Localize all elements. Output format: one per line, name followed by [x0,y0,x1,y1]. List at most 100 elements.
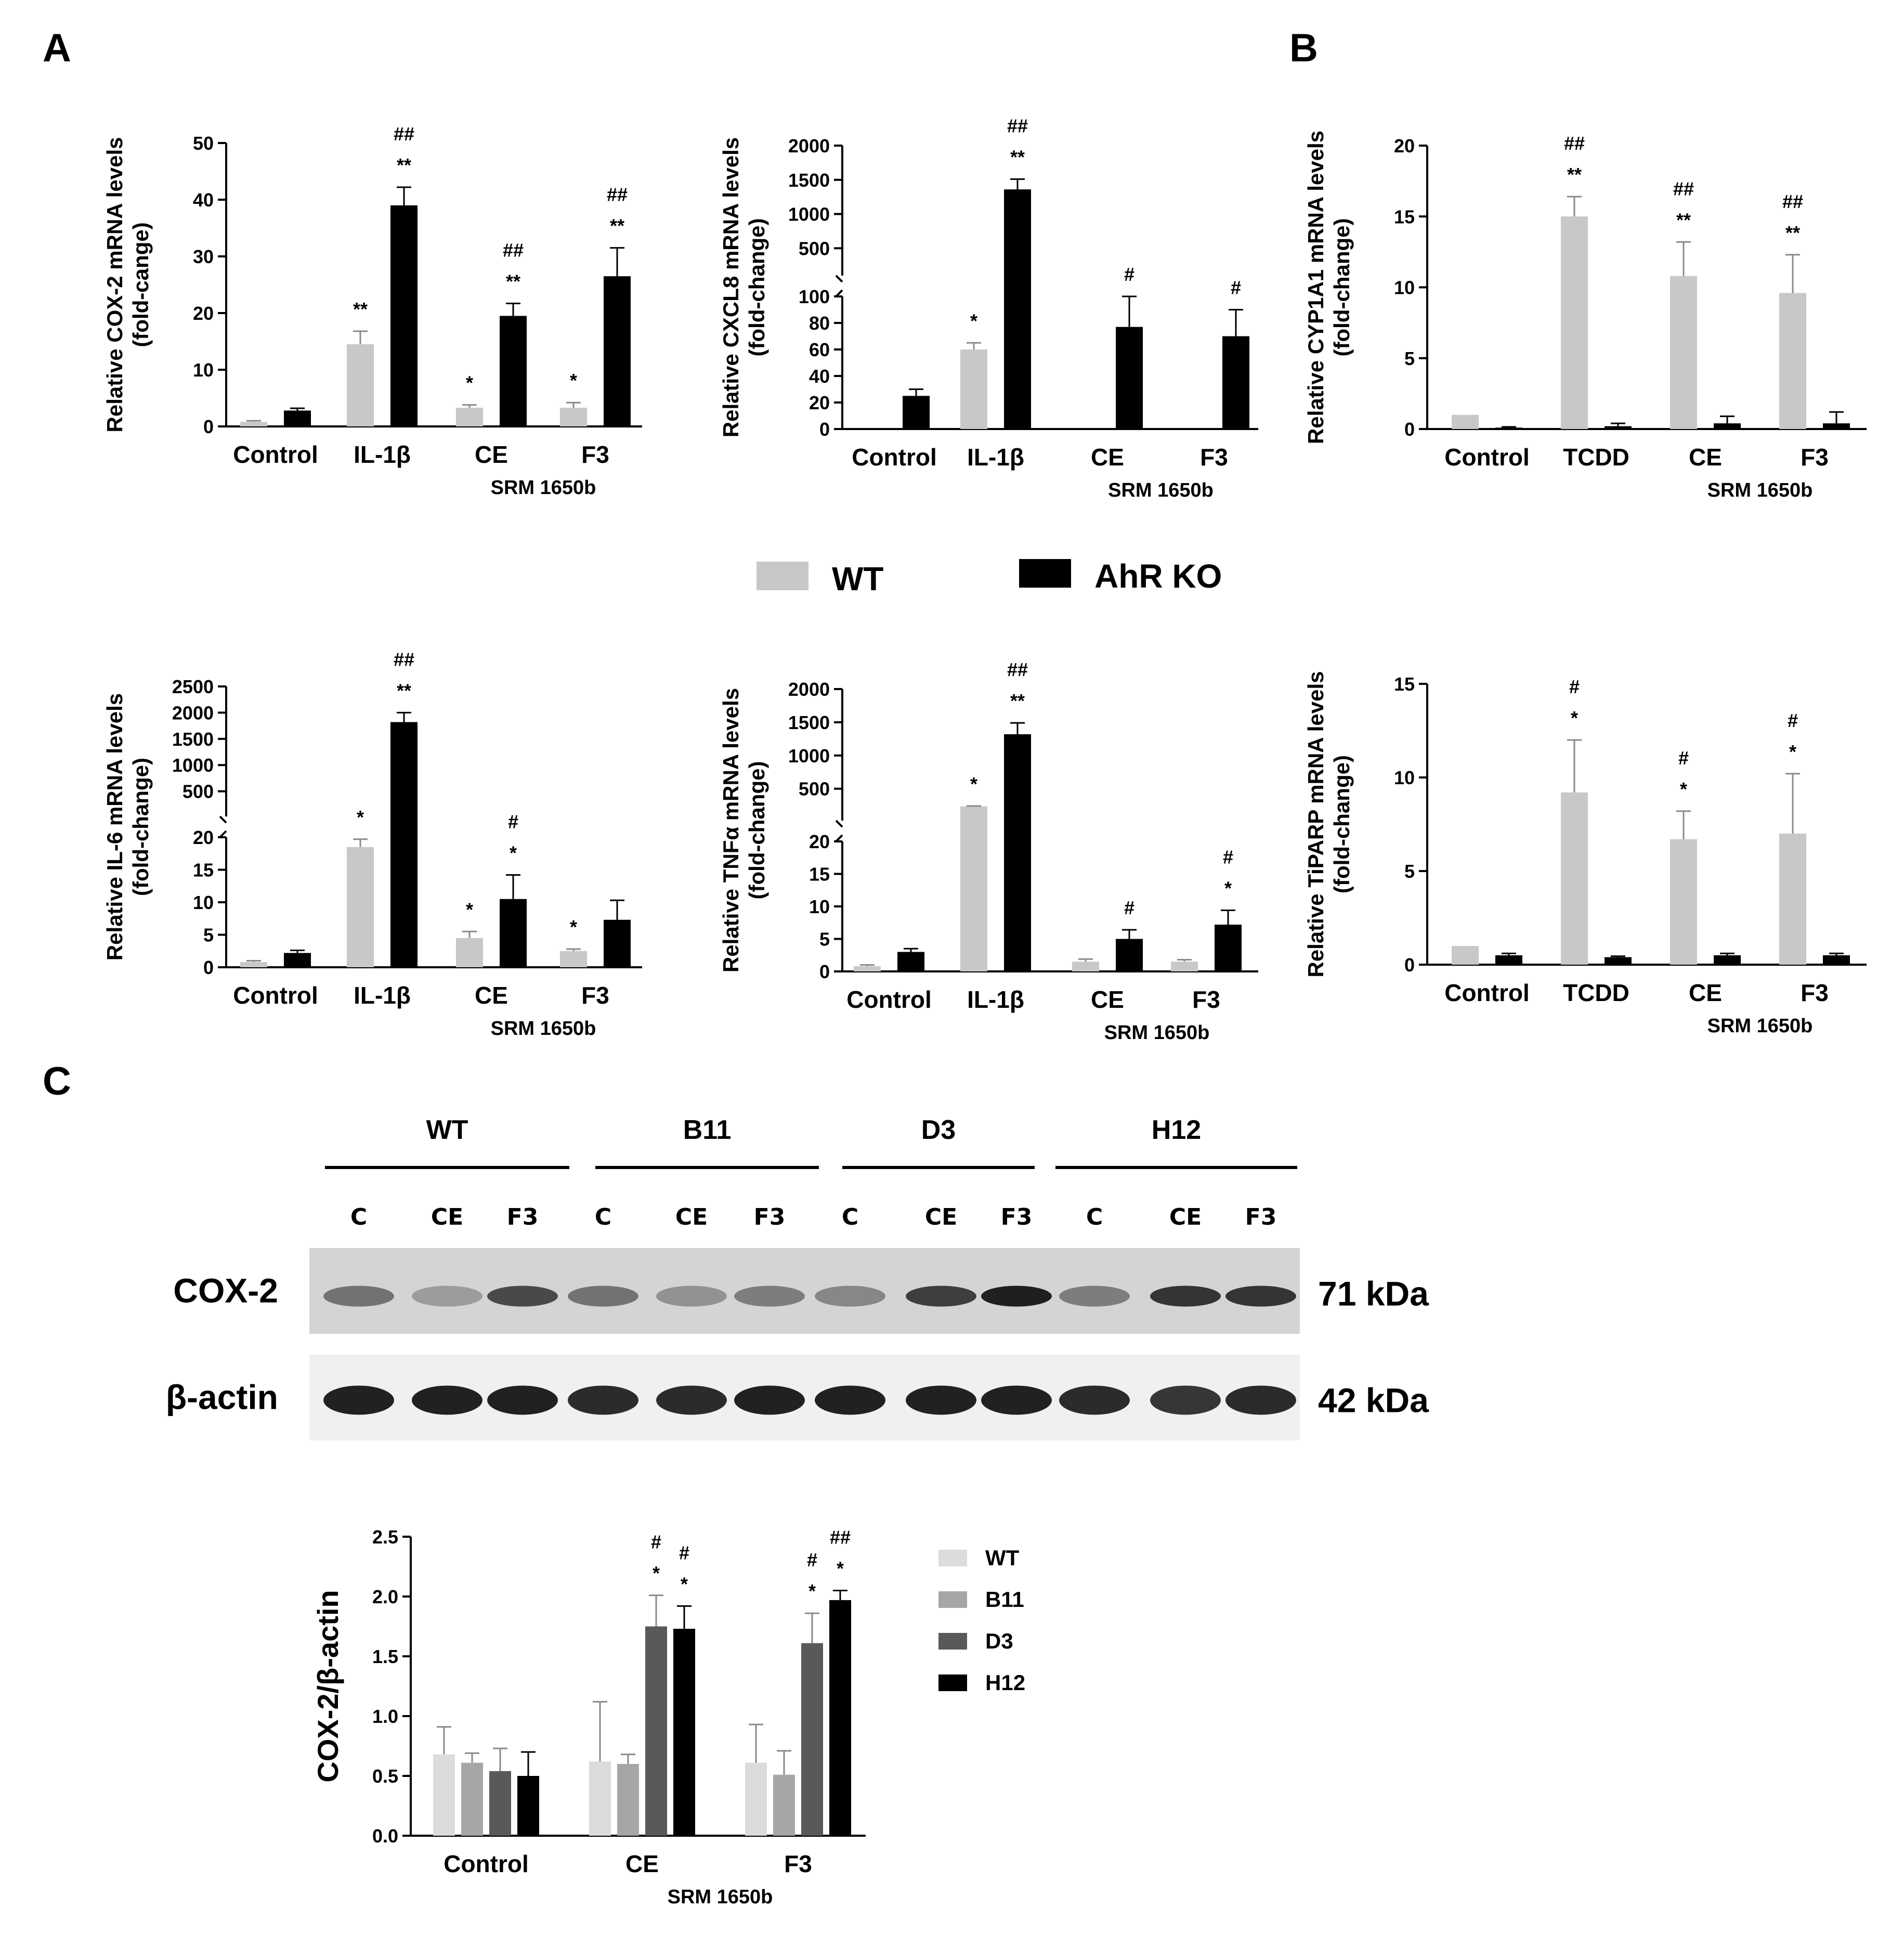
blot-lane-label: F3 [754,1204,786,1230]
significance-marker: ** [610,215,624,237]
y-tick-label: 10 [193,892,214,913]
significance-marker: ## [503,239,524,261]
blot-lane-label: F3 [1001,1204,1033,1230]
y-tick-label: 0 [819,419,830,440]
significance-marker: * [681,1573,688,1594]
y-axis-label: Relative IL-6 mRNA levels(fold-change) [102,693,153,960]
y-axis-label-line: (fold-change) [1329,755,1354,893]
significance-marker: ## [1007,659,1028,680]
significance-marker: ** [353,298,368,320]
y-tick-label: 100 [799,286,830,307]
y-axis-label-line: Relative TiPARP mRNA levels [1303,671,1328,977]
bar-ahr-ko [1495,955,1522,965]
legend-label-ko: AhR KO [1094,557,1222,595]
bar-wt [1171,962,1198,971]
chart-tnfa: 0 5 10 15 20 500 1000 1500 2000 Relative TNFα mRN… [719,659,1258,1044]
bar-wt [347,847,374,967]
y-axis-label: Relative TiPARP mRNA levels(fold-change) [1303,671,1354,977]
group-label: SRM 1650b [1707,479,1813,501]
blot-lane-label: C [1086,1204,1103,1230]
y-tick-label: 2000 [788,679,830,700]
significance-marker: ** [1010,690,1025,711]
significance-marker: ** [1567,164,1582,185]
y-tick-label: 80 [809,313,830,334]
significance-marker: * [1224,878,1232,899]
category-label: F3 [784,1850,812,1877]
y-tick-label: 40 [809,366,830,387]
bar-d3 [801,1643,823,1836]
y-axis-label-line: Relative TNFα mRNA levels [719,688,743,972]
axis-break-mark [219,815,227,824]
significance-marker: ## [1782,191,1803,212]
legend-label: H12 [985,1670,1025,1695]
y-tick-label: 15 [809,864,830,885]
significance-marker: * [466,372,473,394]
axis-break-mark [835,275,843,283]
bar-ahr-ko [1823,423,1850,429]
category-label: Control [233,441,318,468]
blot-lane-label: F3 [1245,1204,1277,1230]
y-tick-label: 5 [1404,861,1415,882]
blot-band [1059,1385,1130,1415]
category-label: IL-1β [967,444,1024,471]
bar-wt [1452,414,1479,429]
bar-wt [560,408,587,426]
y-tick-label: 2.0 [372,1586,398,1607]
significance-marker: * [357,807,364,828]
significance-marker: ## [1564,133,1585,154]
bar-d3 [645,1626,667,1836]
y-tick-label: 2000 [172,702,214,723]
y-axis-label-line: Relative IL-6 mRNA levels [102,693,127,960]
category-label: TCDD [1563,444,1629,471]
category-label: TCDD [1563,979,1629,1006]
blot-band [487,1385,558,1415]
blot-lane-label: CE [925,1204,957,1230]
chart-cox2_actin: 0.0 0.5 1.0 1.5 2.0 2.5 COX-2/β-actin Control * #… [311,1526,866,1908]
chart-il6: 0 5 10 15 20 500 1000 1500 2000 2500 Relative IL-6… [102,648,642,1040]
group-label: SRM 1650b [491,477,596,499]
significance-marker: ** [1676,209,1691,230]
category-label: CE [1689,444,1722,471]
y-axis-label: Relative CXCL8 mRNA levels(fold-change) [719,137,769,437]
axis-break-mark [835,820,843,828]
bar-h12 [517,1776,539,1836]
panel-letter-b: B [1289,26,1318,70]
category-label: Control [1444,979,1530,1006]
y-tick-label: 1.0 [372,1706,398,1727]
blot-band [1059,1286,1130,1307]
blot-band [815,1286,885,1307]
legend-label: D3 [985,1629,1013,1653]
panel-letter-a: A [43,26,71,70]
blot-band [323,1286,394,1307]
y-axis-label: Relative TNFα mRNA levels(fold-change) [719,688,769,972]
blot-band [734,1385,805,1415]
bar-ahr-ko [1215,925,1242,971]
legend-panel-c: WT B11 D3 H12 [938,1546,1025,1695]
significance-marker: ## [607,184,628,205]
category-label: Control [846,986,932,1013]
significance-marker: ## [1673,178,1694,199]
bar-ahr-ko [604,919,631,967]
group-label: SRM 1650b [1108,479,1214,501]
blot-lane-label: CE [431,1204,463,1230]
y-tick-label: 1000 [788,745,830,767]
significance-marker: # [1231,277,1241,298]
y-axis-label-line: Relative COX-2 mRNA levels [102,137,127,432]
bar-ahr-ko [1116,327,1143,429]
significance-marker: * [1680,778,1687,800]
blot-band [323,1385,394,1415]
significance-marker: # [1124,897,1134,918]
category-label: F3 [1801,444,1829,471]
bar-ahr-ko [903,396,930,429]
y-tick-label: 2500 [172,676,214,697]
bar-wt [854,966,881,971]
blot-band [656,1385,727,1415]
significance-marker: ** [506,270,520,292]
blot-group-label: H12 [1152,1115,1201,1145]
category-label: F3 [581,441,609,468]
legend-label-wt: WT [832,560,884,598]
bar-wt [1779,834,1806,965]
group-label: SRM 1650b [668,1886,773,1908]
y-tick-label: 1500 [172,729,214,750]
significance-marker: * [466,899,473,920]
